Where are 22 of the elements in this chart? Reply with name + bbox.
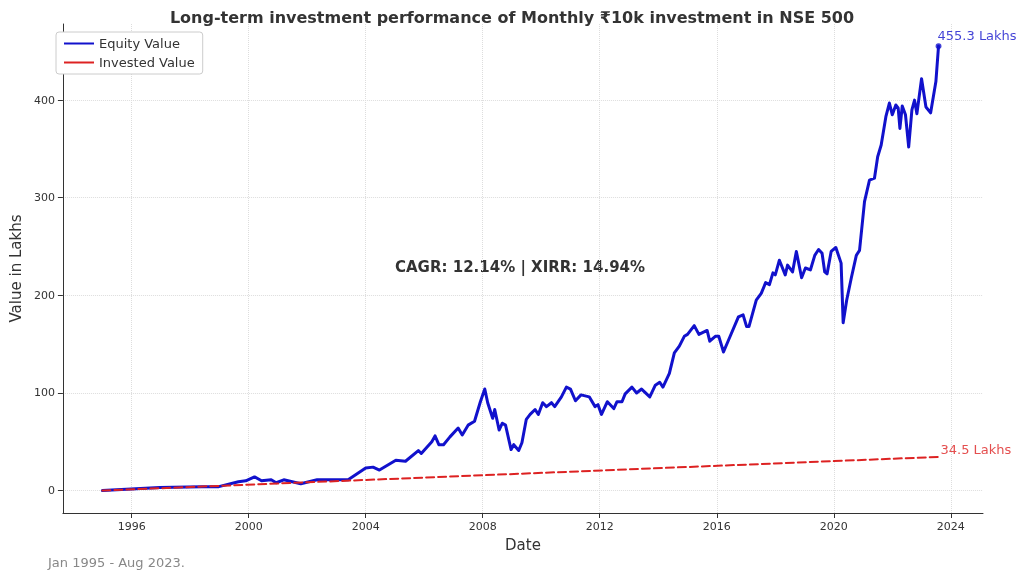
x-tick-label: 2004 <box>351 520 380 533</box>
x-tick-label: 1996 <box>117 520 146 533</box>
x-axis-title: Date <box>505 535 541 554</box>
chart-title: Long-term investment performance of Monthly ₹10k investment in NSE 500 <box>169 7 855 27</box>
text: Jan 1995 - Aug 2023. <box>47 555 185 570</box>
y-tick-label: 0 <box>47 484 55 498</box>
y-tick-label: 300 <box>33 191 55 205</box>
y-tick-label: 400 <box>33 93 55 107</box>
legend-label: Invested Value <box>99 55 195 70</box>
x-tick-label: 2012 <box>585 520 614 533</box>
x-tick-label: 2008 <box>468 520 497 533</box>
x-tick-label: 2020 <box>819 520 848 533</box>
legend-label: Equity Value <box>99 36 180 51</box>
annotation: 455.3 Lakhs <box>937 28 1017 44</box>
annotation: CAGR: 12.14% | XIRR: 14.94% <box>395 257 646 277</box>
x-tick-label: 2016 <box>702 520 731 533</box>
x-tick-label: 2024 <box>936 520 965 533</box>
y-tick-label: 200 <box>33 288 55 302</box>
annotation: 34.5 Lakhs <box>940 441 1012 457</box>
x-tick-label: 2000 <box>234 520 263 533</box>
y-tick-label: 100 <box>33 386 55 400</box>
y-axis-title: Value in Lakhs <box>6 214 25 323</box>
